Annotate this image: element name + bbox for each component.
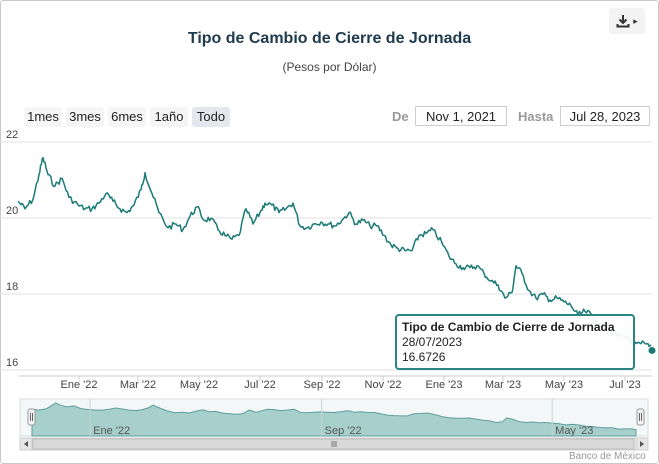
range-button-1mes[interactable]: 1mes — [24, 107, 62, 127]
x-axis: Ene '22 Mar '22 May '22 Jul '22 Sep '22 Nov '… — [18, 375, 652, 391]
x-tick-label: Nov '22 — [365, 379, 402, 391]
navigator-label: Ene '22 — [93, 425, 130, 437]
from-label: De — [392, 109, 409, 124]
tooltip-date: 28/07/2023 — [402, 335, 463, 349]
x-tick-label: May '23 — [545, 379, 583, 391]
plot-series — [17, 156, 657, 355]
from-date-input[interactable] — [415, 106, 507, 126]
left-arrow-icon — [24, 441, 28, 447]
range-button-6mes[interactable]: 6mes — [108, 107, 146, 127]
scrollbar-grip-icon — [331, 441, 337, 447]
y-tick-label: 22 — [6, 129, 18, 141]
tooltip-value: 16.6726 — [402, 350, 446, 364]
credits-link[interactable]: Banco de México — [569, 451, 646, 462]
to-label: Hasta — [518, 109, 554, 124]
x-tick-label: Mar '22 — [120, 379, 156, 391]
x-tick-label: Jul '22 — [244, 379, 275, 391]
navigator-handle-left[interactable] — [27, 408, 36, 426]
navigator: Ene '22 Sep '22 May '23 — [19, 398, 649, 451]
hover-point-marker — [647, 345, 657, 355]
tooltip-title: Tipo de Cambio de Cierre de Jornada — [402, 320, 615, 334]
range-button-1ano[interactable]: 1año — [150, 107, 188, 127]
to-date-input[interactable] — [560, 106, 650, 126]
download-icon — [616, 15, 630, 28]
x-tick-label: Mar '23 — [485, 379, 521, 391]
navigator-label: Sep '22 — [325, 425, 362, 437]
range-button-todo[interactable]: Todo — [192, 107, 230, 127]
x-tick-label: Jul '23 — [609, 379, 640, 391]
data-tooltip: Tipo de Cambio de Cierre de Jornada 28/0… — [395, 314, 635, 370]
chart-subtitle: (Pesos por Dólar) — [282, 60, 377, 74]
export-menu-button[interactable]: ▸ — [609, 8, 645, 34]
range-button-3mes[interactable]: 3mes — [66, 107, 104, 127]
y-tick-label: 16 — [6, 357, 18, 369]
chart-title: Tipo de Cambio de Cierre de Jornada — [187, 30, 472, 47]
y-tick-label: 18 — [6, 281, 18, 293]
x-tick-label: Sep '22 — [304, 379, 341, 391]
navigator-area — [31, 402, 637, 437]
navigator-scrollbar[interactable] — [19, 437, 649, 451]
y-axis: 16 18 20 22 — [6, 129, 18, 369]
x-tick-label: Ene '23 — [426, 379, 463, 391]
right-arrow-icon — [640, 441, 644, 447]
x-tick-label: May '22 — [180, 379, 218, 391]
navigator-handle-right[interactable] — [636, 408, 645, 426]
x-tick-label: Ene '22 — [61, 379, 98, 391]
navigator-label: May '23 — [555, 425, 593, 437]
dropdown-chevron-icon: ▸ — [633, 15, 638, 26]
series-line — [17, 156, 653, 351]
y-tick-label: 20 — [6, 205, 18, 217]
